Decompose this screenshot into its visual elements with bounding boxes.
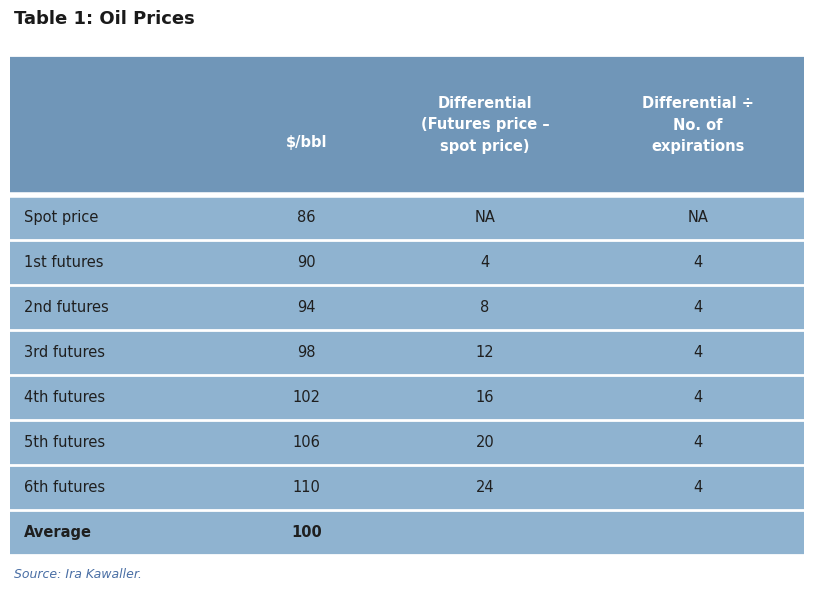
Text: Average: Average	[24, 525, 92, 540]
Text: 6th futures: 6th futures	[24, 480, 105, 495]
Text: 16: 16	[476, 390, 494, 405]
Bar	[10, 510, 804, 555]
Text: 24: 24	[475, 480, 494, 495]
Text: Spot price: Spot price	[24, 210, 98, 225]
Bar	[10, 375, 804, 420]
Text: 4: 4	[693, 345, 702, 360]
Text: Source: Ira Kawaller.: Source: Ira Kawaller.	[14, 568, 142, 581]
Text: 4: 4	[480, 255, 490, 270]
Text: 12: 12	[475, 345, 494, 360]
Bar	[10, 420, 804, 465]
Text: 5th futures: 5th futures	[24, 435, 105, 450]
Text: 98: 98	[297, 345, 316, 360]
Text: 110: 110	[292, 480, 321, 495]
Bar	[10, 285, 804, 330]
Bar	[10, 240, 804, 285]
Text: Differential
(Futures price –
spot price): Differential (Futures price – spot price…	[421, 97, 549, 154]
Text: 90: 90	[297, 255, 316, 270]
Text: 4th futures: 4th futures	[24, 390, 105, 405]
Text: 2nd futures: 2nd futures	[24, 300, 109, 315]
Bar	[10, 55, 804, 195]
Text: $/bbl: $/bbl	[286, 136, 327, 151]
Text: 3rd futures: 3rd futures	[24, 345, 105, 360]
Text: 100: 100	[291, 525, 322, 540]
Text: 4: 4	[693, 300, 702, 315]
Text: 94: 94	[297, 300, 316, 315]
Bar	[10, 330, 804, 375]
Text: 4: 4	[693, 390, 702, 405]
Text: 102: 102	[292, 390, 321, 405]
Bar	[10, 465, 804, 510]
Text: 20: 20	[475, 435, 494, 450]
Text: 4: 4	[693, 435, 702, 450]
Text: Differential ÷
No. of
expirations: Differential ÷ No. of expirations	[641, 97, 754, 154]
Text: 4: 4	[693, 255, 702, 270]
Text: 8: 8	[480, 300, 490, 315]
Bar	[10, 195, 804, 240]
Text: 106: 106	[292, 435, 321, 450]
Text: 4: 4	[693, 480, 702, 495]
Text: Table 1: Oil Prices: Table 1: Oil Prices	[14, 10, 195, 28]
Text: NA: NA	[475, 210, 496, 225]
Text: 1st futures: 1st futures	[24, 255, 103, 270]
Text: 86: 86	[297, 210, 316, 225]
Text: NA: NA	[687, 210, 708, 225]
